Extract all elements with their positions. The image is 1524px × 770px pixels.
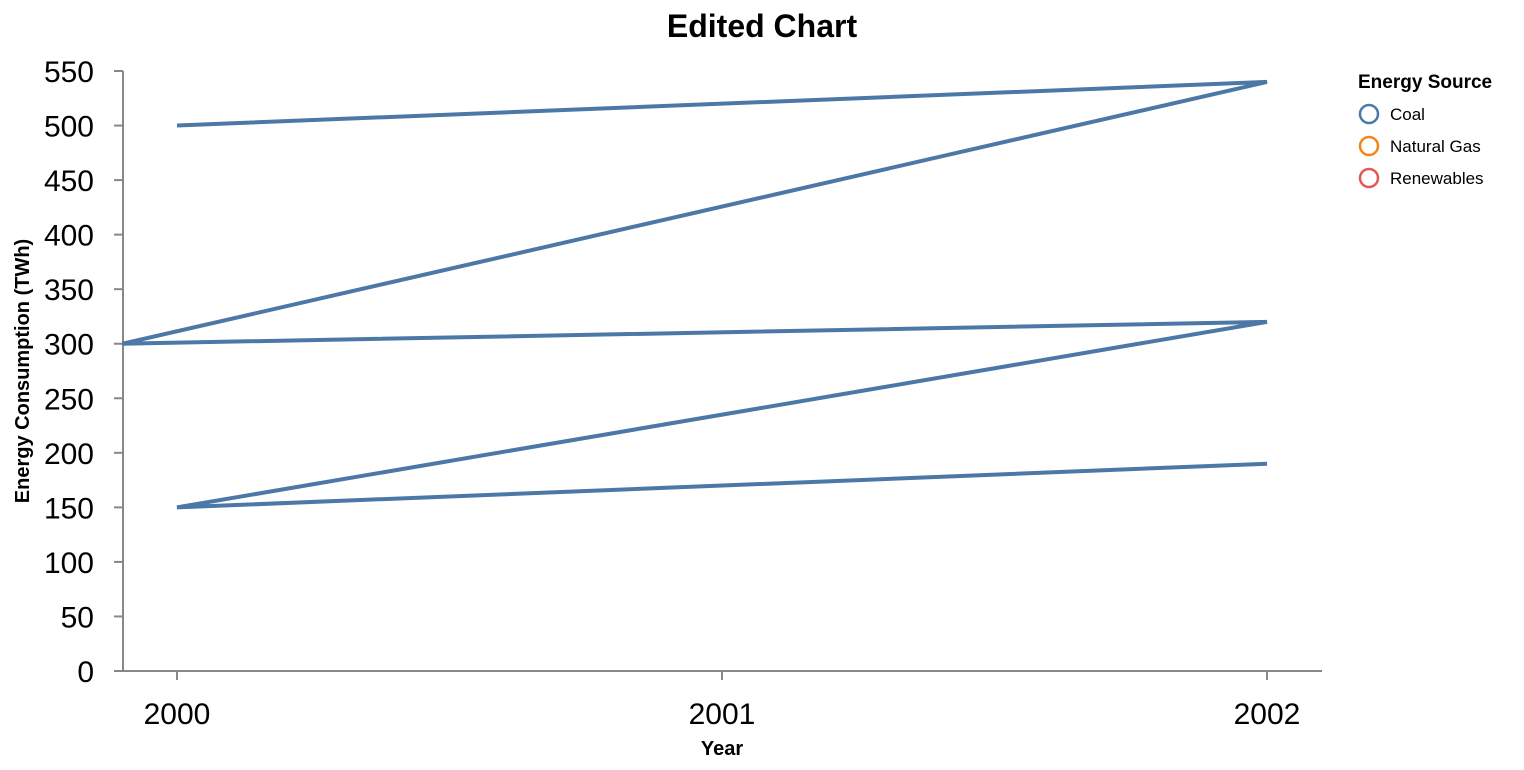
data-point [1265,80,1269,84]
y-tick-label: 400 [44,220,94,253]
legend-symbol [1358,167,1380,189]
data-point [175,505,179,509]
x-tick-label: 2001 [689,698,756,731]
y-tick-label: 450 [44,165,94,198]
y-tick-label: 500 [44,111,94,144]
y-tick-label: 550 [44,56,94,89]
series-coal [121,79,1269,510]
y-tick-label: 250 [44,383,94,416]
y-axis-title: Energy Consumption (TWh) [12,239,34,503]
x-axis: 2000 2001 2002 [122,670,1322,731]
legend-label: Natural Gas [1390,137,1481,156]
series-line [122,79,1268,510]
data-point [1265,320,1269,324]
legend-label: Renewables [1390,169,1484,188]
y-tick-label: 350 [44,274,94,307]
y-tick-label: 100 [44,547,94,580]
chart-title: Edited Chart [667,8,858,44]
legend-item: Natural Gas [1358,135,1481,157]
data-point [1265,462,1269,466]
legend-title: Energy Source [1358,72,1492,93]
legend: Energy Source Coal Natural Gas Renewables [1358,72,1492,189]
plot-area [121,79,1269,510]
y-tick-label: 300 [44,329,94,362]
legend-item: Renewables [1358,167,1484,189]
x-tick-label: 2000 [144,698,211,731]
legend-symbol [1358,103,1380,125]
x-tick-label: 2002 [1234,698,1301,731]
legend-item: Coal [1358,103,1425,125]
y-tick-label: 200 [44,438,94,471]
data-point [175,124,179,128]
y-tick-label: 150 [44,492,94,525]
y-tick-label: 50 [61,601,94,634]
y-axis: 0 50 100 150 200 250 300 350 400 450 500 550 [44,56,124,689]
x-axis-title: Year [701,738,743,760]
legend-symbol [1358,135,1380,157]
legend-label: Coal [1390,105,1425,124]
data-point [121,342,125,346]
y-tick-label: 0 [77,656,94,689]
